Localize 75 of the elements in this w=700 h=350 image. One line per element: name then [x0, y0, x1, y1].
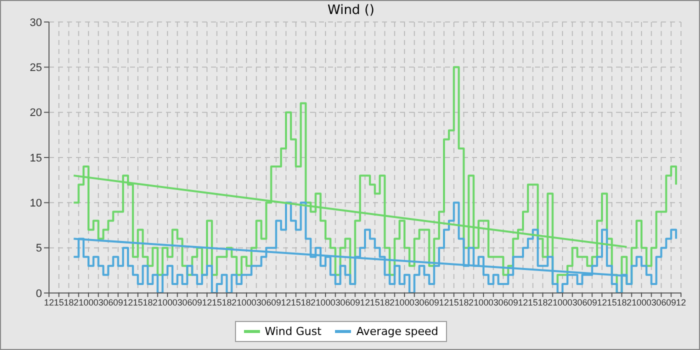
y-tick-label: 20: [30, 107, 42, 120]
x-tick-label: 00: [83, 297, 94, 308]
x-tick-label: 03: [330, 297, 340, 308]
x-tick-label: 12: [280, 297, 292, 308]
x-tick-label: 09: [429, 297, 440, 308]
x-tick-label: 21: [74, 297, 84, 308]
x-tick-label: 03: [251, 297, 262, 308]
legend-label: Average speed: [355, 325, 438, 338]
x-tick-label: 03: [93, 297, 104, 308]
x-tick-label: 06: [103, 297, 114, 308]
x-tick-label: 15: [132, 297, 143, 308]
y-tick-label: 15: [30, 152, 42, 164]
x-tick-label: 06: [577, 297, 588, 308]
x-tick-label: 09: [113, 297, 124, 308]
x-tick-label: 18: [142, 297, 153, 308]
x-tick-label: 15: [528, 297, 538, 308]
x-tick-label: 00: [557, 297, 568, 308]
legend-label: Wind Gust: [264, 325, 322, 338]
x-tick-label: 06: [656, 297, 666, 308]
x-tick-label: 00: [320, 297, 331, 308]
x-tick-label: 12: [518, 297, 528, 308]
x-tick-label: 03: [646, 297, 656, 308]
x-tick-label: 21: [232, 297, 242, 308]
x-tick-label: 12: [438, 297, 450, 308]
y-tick-label: 5: [36, 242, 42, 255]
x-tick-label: 00: [162, 297, 173, 308]
x-tick-label: 03: [567, 297, 578, 308]
x-tick-label: 06: [340, 297, 350, 308]
x-tick-label: 21: [626, 297, 637, 308]
x-tick-label: 09: [192, 297, 202, 308]
x-tick-label: 09: [587, 297, 598, 308]
x-tick-label: 06: [261, 297, 272, 308]
x-tick-label: 09: [508, 297, 518, 308]
x-tick-label: 18: [458, 297, 469, 308]
x-tick-label: 15: [370, 297, 380, 308]
x-tick-label: 21: [548, 297, 558, 308]
x-tick-label: 15: [54, 297, 64, 308]
x-tick-label: 06: [498, 297, 508, 308]
x-tick-label: 12: [44, 297, 54, 308]
x-tick-label: 06: [419, 297, 430, 308]
x-tick-label: 12: [596, 297, 608, 308]
x-tick-label: 12: [676, 297, 686, 308]
x-tick-label: 09: [271, 297, 282, 308]
x-tick-label: 18: [380, 297, 390, 308]
x-tick-label: 00: [399, 297, 410, 308]
x-tick-label: 18: [64, 297, 74, 308]
x-tick-label: 15: [606, 297, 617, 308]
x-tick-label: 21: [468, 297, 479, 308]
x-tick-label: 18: [300, 297, 311, 308]
x-tick-label: 00: [636, 297, 647, 308]
x-tick-label: 18: [538, 297, 548, 308]
x-tick-label: 12: [202, 297, 212, 308]
x-tick-label: 18: [222, 297, 232, 308]
x-tick-label: 03: [488, 297, 498, 308]
x-tick-label: 21: [152, 297, 163, 308]
y-tick-label: 10: [30, 198, 42, 210]
y-tick-label: 0: [36, 288, 42, 300]
x-tick-label: 15: [212, 297, 222, 308]
x-tick-label: 03: [409, 297, 420, 308]
y-tick-label: 25: [30, 62, 42, 74]
x-tick-label: 12: [360, 297, 370, 308]
x-tick-label: 15: [448, 297, 459, 308]
x-tick-label: 00: [241, 297, 252, 308]
x-tick-label: 00: [478, 297, 489, 308]
x-tick-label: 09: [350, 297, 360, 308]
x-tick-label: 15: [290, 297, 301, 308]
x-tick-label: 06: [182, 297, 192, 308]
x-tick-label: 12: [122, 297, 134, 308]
x-tick-label: 21: [310, 297, 321, 308]
y-tick-label: 30: [30, 16, 42, 29]
chart-title: Wind (): [326, 3, 376, 18]
x-tick-label: 09: [666, 297, 676, 308]
x-tick-label: 21: [390, 297, 400, 308]
x-tick-label: 18: [616, 297, 627, 308]
x-tick-label: 03: [172, 297, 182, 308]
